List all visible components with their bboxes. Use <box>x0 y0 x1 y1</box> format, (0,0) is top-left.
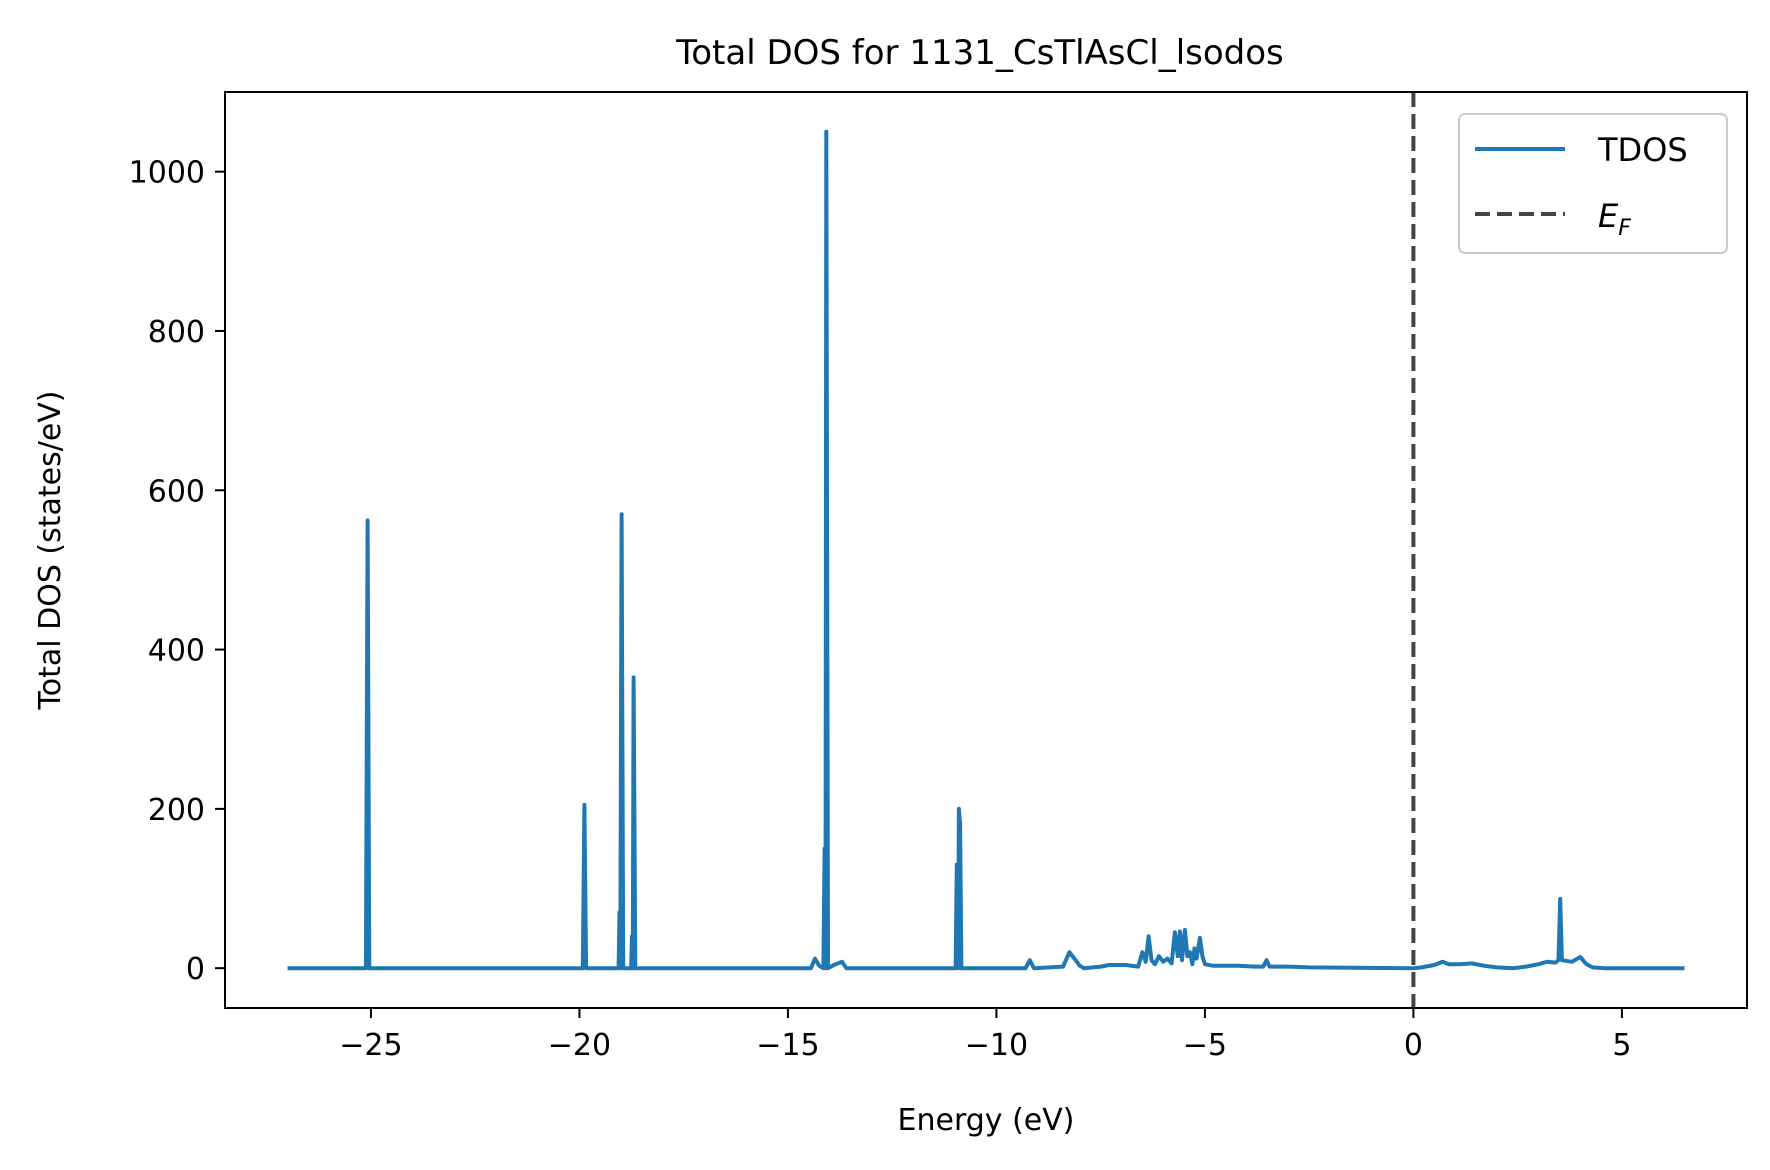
x-tick-label: 5 <box>1612 1028 1631 1063</box>
legend: TDOS EF <box>1458 113 1728 254</box>
y-tick-label: 0 <box>186 952 205 987</box>
series-layer <box>287 92 1685 1008</box>
y-axis-ticks: 0 200 400 600 800 1000 <box>129 156 225 987</box>
legend-label-ef: EF <box>1598 197 1631 241</box>
y-axis-label: Total DOS (states/eV) <box>33 390 68 710</box>
x-tick-label: 0 <box>1404 1028 1423 1063</box>
x-axis-ticks: −25 −20 −15 −10 −5 0 5 <box>339 1008 1631 1063</box>
legend-label-ef-main: E <box>1598 197 1619 235</box>
y-tick-label: 600 <box>148 474 205 509</box>
series-line-tdos <box>287 129 1685 971</box>
legend-label-tdos: TDOS <box>1597 131 1688 169</box>
y-tick-label: 200 <box>148 793 205 828</box>
x-tick-label: −20 <box>548 1028 611 1063</box>
x-axis-label: Energy (eV) <box>898 1103 1075 1138</box>
plot-area-frame <box>224 91 1748 1009</box>
x-tick-label: −25 <box>339 1028 402 1063</box>
y-tick-label: 1000 <box>129 156 205 191</box>
x-tick-label: −10 <box>965 1028 1028 1063</box>
x-tick-label: −15 <box>756 1028 819 1063</box>
legend-label-ef-sub: F <box>1618 216 1631 241</box>
y-tick-label: 400 <box>148 634 205 669</box>
x-tick-label: −5 <box>1183 1028 1227 1063</box>
chart-title: Total DOS for 1131_CsTlAsCl_lsodos <box>675 33 1284 73</box>
y-tick-label: 800 <box>148 315 205 350</box>
